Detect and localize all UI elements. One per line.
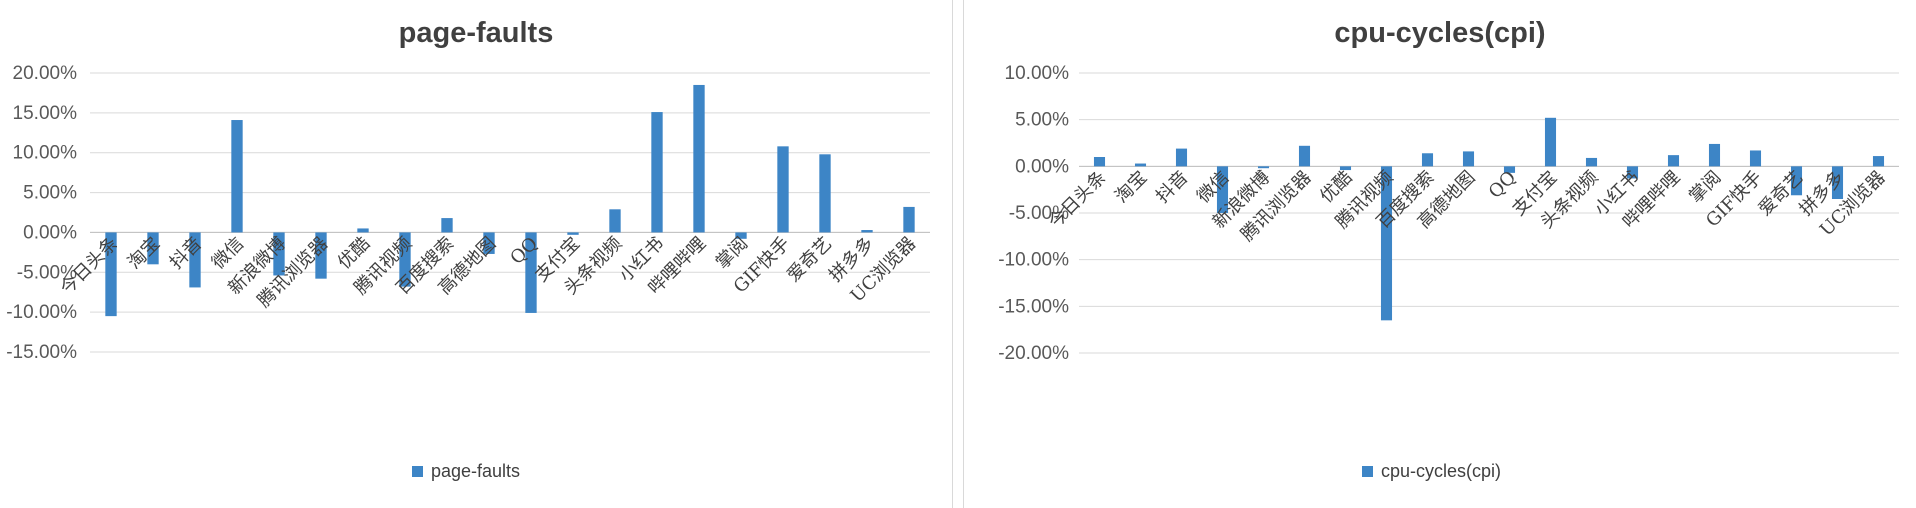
y-tick-label: -5.00%: [1009, 203, 1069, 224]
legend-swatch: [412, 466, 423, 477]
bar: [105, 232, 117, 317]
bar: [357, 228, 369, 233]
bar: [1585, 157, 1598, 167]
y-tick-label: -15.00%: [998, 296, 1069, 317]
page-faults-chart: page-faults 20.00% 15.00% 10.00% 5.00% 0.00%…: [6, 17, 930, 481]
x-tick-label: 爱奇艺: [783, 233, 836, 286]
bar: [1708, 143, 1721, 167]
y-tick-label: 10.00%: [1005, 63, 1070, 84]
bar: [483, 232, 495, 254]
bar: [1626, 166, 1639, 179]
bar: [777, 146, 789, 233]
y-tick-label: -5.00%: [17, 262, 77, 283]
bar: [231, 120, 243, 233]
bar: [693, 84, 705, 233]
y-tick-label: 20.00%: [13, 63, 78, 84]
bar: [567, 232, 579, 235]
bar: [147, 232, 159, 265]
bar: [1790, 166, 1803, 196]
bar: [189, 232, 201, 288]
bar: [1503, 166, 1516, 173]
cpu-cycles-chart: cpu-cycles(cpi) 10.00% 5.00% 0.00% -5.00% -1…: [998, 17, 1899, 481]
bar: [1257, 166, 1270, 169]
legend-label: cpu-cycles(cpi): [1381, 461, 1501, 481]
x-tick-label: 抖音: [1152, 167, 1192, 207]
bar: [1298, 145, 1311, 167]
bar: [1872, 156, 1885, 167]
chart-panel-right: cpu-cycles(cpi) 10.00% 5.00% 0.00% -5.00% -1…: [964, 0, 1916, 508]
bar: [1175, 148, 1188, 167]
x-tick-label: QQ: [506, 233, 542, 269]
panel-divider: [952, 0, 964, 508]
y-tick-label: 10.00%: [13, 143, 78, 164]
bar: [651, 112, 663, 233]
bar: [735, 232, 747, 239]
chart-title: cpu-cycles(cpi): [1334, 17, 1545, 49]
bar: [819, 154, 831, 233]
x-tick-label: 淘宝: [1111, 167, 1151, 207]
bar: [1421, 153, 1434, 167]
bar: [903, 206, 915, 233]
bar: [399, 232, 411, 287]
bar: [861, 230, 873, 233]
bar: [273, 232, 285, 276]
y-tick-label: 5.00%: [23, 183, 77, 204]
bar: [1216, 166, 1229, 213]
y-tick-label: -10.00%: [6, 302, 77, 323]
y-tick-label: 5.00%: [1015, 110, 1069, 131]
bar: [1462, 151, 1475, 167]
bar: [1749, 150, 1762, 167]
y-tick-label: -20.00%: [998, 343, 1069, 364]
y-tick-label: -15.00%: [6, 342, 77, 363]
y-tick-label: -10.00%: [998, 250, 1069, 271]
y-tick-label: 15.00%: [13, 103, 78, 124]
bar: [441, 218, 453, 233]
chart-title: page-faults: [399, 17, 554, 49]
bar: [609, 209, 621, 233]
bar: [1667, 155, 1680, 167]
bar: [1093, 157, 1106, 167]
legend-swatch: [1362, 466, 1373, 477]
bar: [315, 232, 327, 279]
bar: [1544, 117, 1557, 167]
y-tick-label: 0.00%: [23, 222, 77, 243]
y-tick-label: 0.00%: [1015, 156, 1069, 177]
bar: [1134, 163, 1147, 167]
legend-label: page-faults: [431, 461, 520, 481]
bar: [1831, 166, 1844, 199]
bar: [1380, 166, 1393, 321]
bar: [525, 232, 537, 313]
bar: [1339, 166, 1352, 171]
chart-panel-left: page-faults 20.00% 15.00% 10.00% 5.00% 0.00%…: [0, 0, 952, 508]
